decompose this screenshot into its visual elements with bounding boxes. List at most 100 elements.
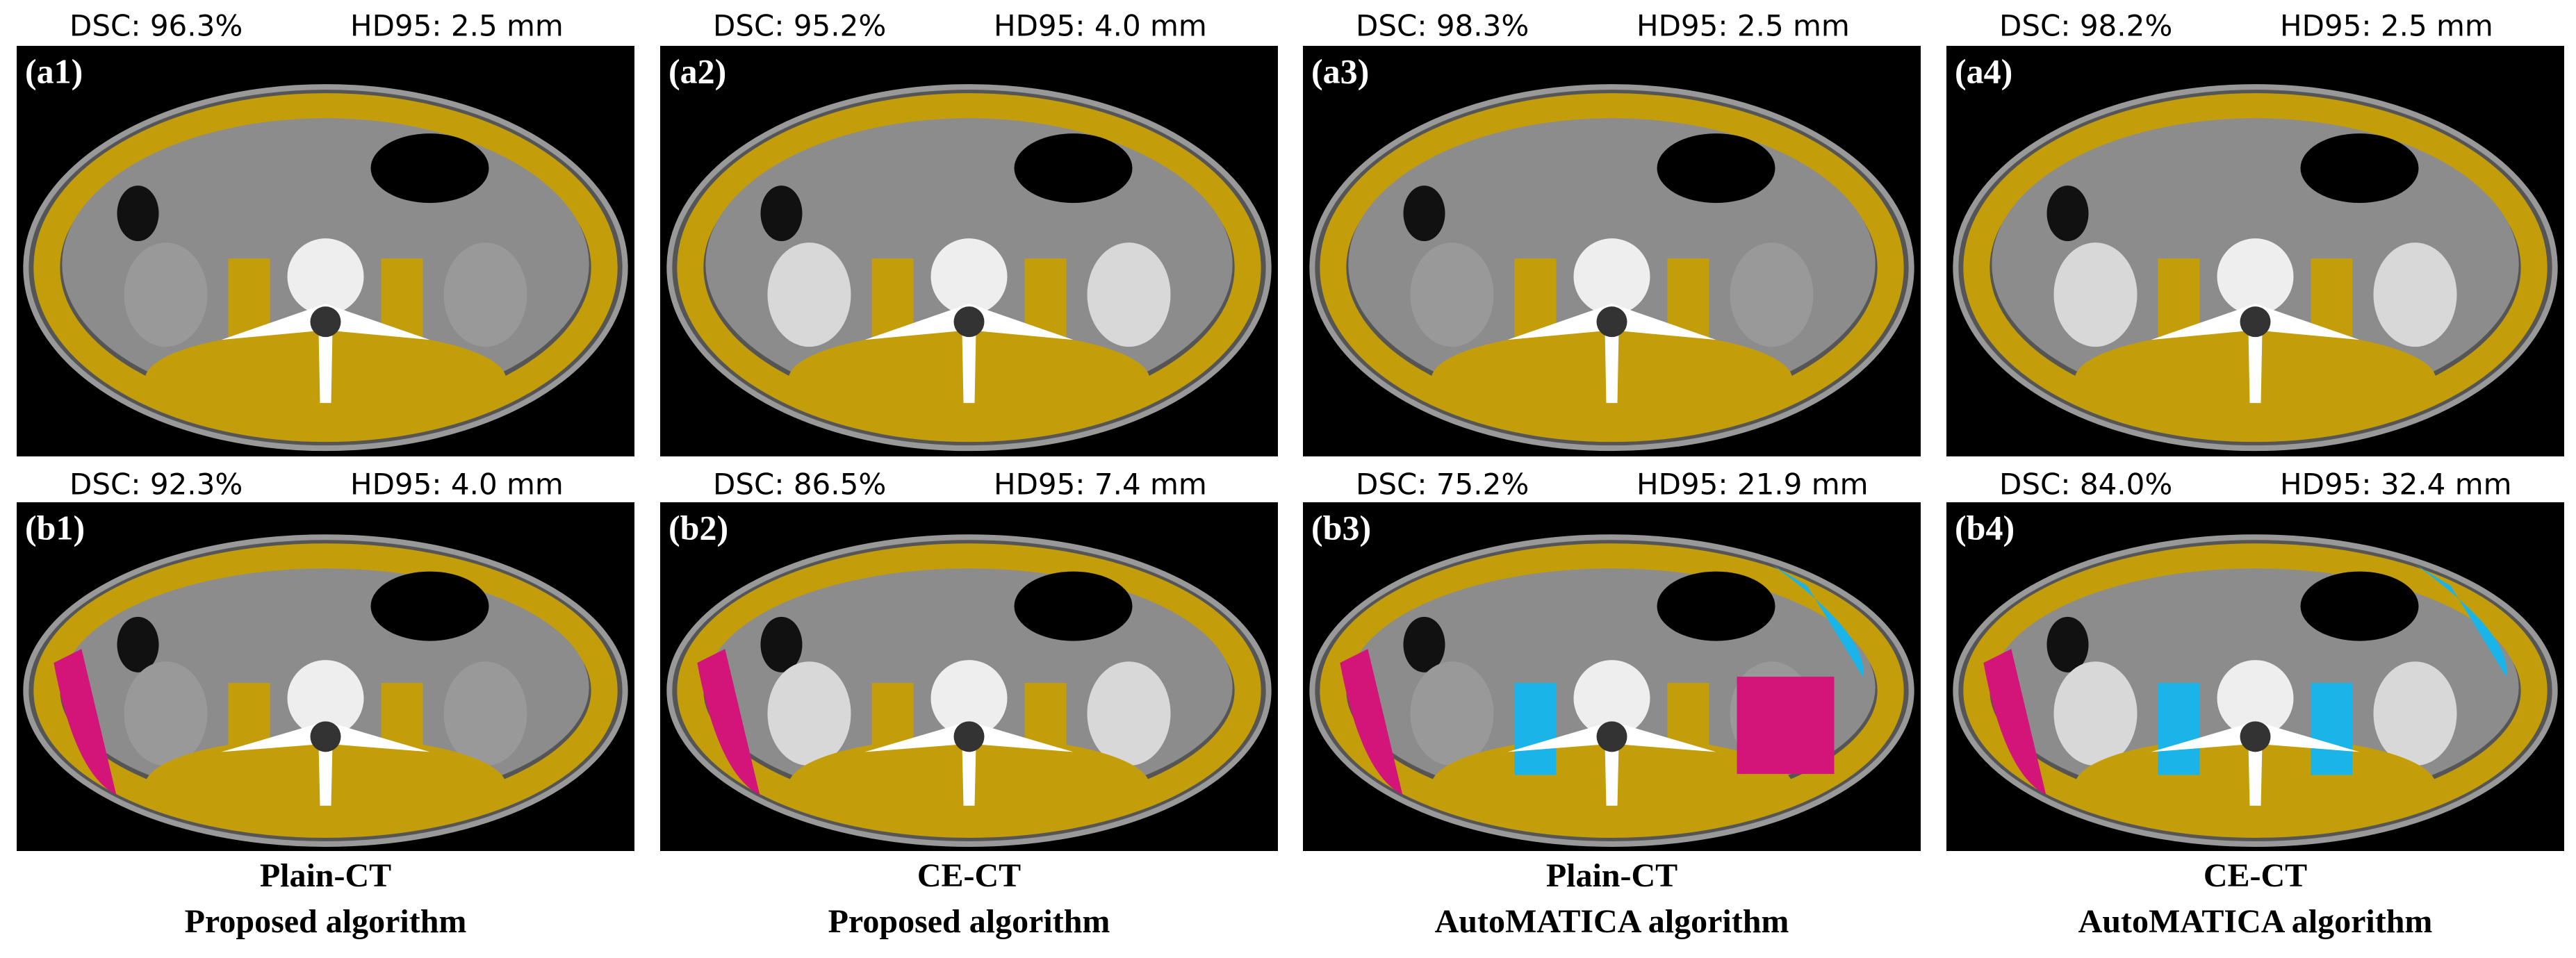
ct-image: (a3)	[1303, 46, 1921, 456]
psoas	[2158, 683, 2200, 775]
ct-image: (a1)	[17, 46, 634, 456]
vertebra-process	[1507, 721, 1716, 806]
error-region	[1983, 649, 2046, 795]
bowel-gas	[1014, 571, 1133, 641]
kidney	[1087, 661, 1171, 766]
vertebra	[1573, 238, 1650, 315]
vertebra-process	[1507, 304, 1716, 404]
kidney	[767, 242, 851, 347]
psoas	[1024, 683, 1067, 775]
vertebra	[287, 238, 364, 315]
psoas	[228, 683, 270, 775]
panel-label: (a1)	[25, 51, 83, 90]
spinal-canal	[1596, 721, 1627, 752]
dsc-score: DSC: 98.3%	[1356, 9, 1529, 43]
panel-label: (b2)	[668, 508, 728, 547]
kidney	[443, 242, 527, 347]
bowel-gas	[370, 133, 489, 204]
vertebra-process	[864, 304, 1074, 404]
dsc-score: DSC: 95.2%	[713, 9, 886, 43]
caption-line: CE-CT	[2204, 857, 2307, 894]
dsc-score: DSC: 96.3%	[69, 9, 243, 43]
muscle-ring	[677, 93, 1261, 443]
hd95-score: HD95: 21.9 mm	[1636, 468, 1869, 502]
bowel-gas	[1403, 185, 1445, 242]
vertebra	[287, 660, 364, 737]
kidney	[2053, 242, 2138, 347]
psoas	[381, 258, 423, 367]
panel-label: (a2)	[668, 51, 726, 90]
vertebra	[2217, 660, 2294, 737]
kidney	[124, 242, 208, 347]
muscle-ring	[1963, 93, 2548, 443]
kidney	[1410, 242, 1494, 347]
caption-line: CE-CT	[917, 857, 1021, 894]
psoas	[1024, 258, 1067, 367]
bowel-gas	[370, 571, 489, 641]
dsc-score: DSC: 86.5%	[713, 468, 886, 502]
vertebra-process	[221, 304, 430, 404]
vertebra-process	[2151, 721, 2360, 806]
spinal-canal	[2240, 306, 2271, 338]
psoas	[381, 683, 423, 775]
caption-line: AutoMATICA algorithm	[1435, 903, 1789, 940]
hd95-score: HD95: 4.0 mm	[350, 468, 564, 502]
bowel-gas	[1014, 133, 1133, 204]
kidney	[124, 661, 208, 766]
hd95-score: HD95: 2.5 mm	[2280, 9, 2493, 43]
spinal-canal	[310, 306, 341, 338]
psoas	[1514, 258, 1557, 367]
hd95-score: HD95: 7.4 mm	[994, 468, 1207, 502]
vertebra	[930, 660, 1008, 737]
bowel-gas	[1657, 133, 1775, 204]
bowel-gas	[1657, 571, 1775, 641]
panel-label: (b1)	[25, 508, 85, 547]
caption-line: Proposed algorithm	[185, 903, 467, 940]
caption-line: Plain-CT	[1546, 857, 1677, 894]
hd95-score: HD95: 2.5 mm	[1636, 9, 1850, 43]
panel-label: (a4)	[1955, 51, 2012, 90]
spinal-canal	[1596, 306, 1627, 338]
psoas	[2158, 258, 2200, 367]
dsc-score: DSC: 75.2%	[1356, 468, 1529, 502]
bowel-gas	[2300, 133, 2419, 204]
vertebra-process	[221, 721, 430, 806]
psoas	[1514, 683, 1557, 775]
psoas	[2311, 258, 2353, 367]
kidney	[2373, 242, 2457, 347]
spinal-canal	[2240, 721, 2271, 752]
psoas	[1667, 258, 1709, 367]
muscle-ring	[1320, 93, 1904, 443]
psoas	[1667, 683, 1709, 775]
hd95-score: HD95: 4.0 mm	[994, 9, 1207, 43]
ct-image: (a2)	[660, 46, 1278, 456]
bowel-gas	[2046, 616, 2089, 672]
kidney	[1730, 242, 1814, 347]
bowel-gas	[760, 616, 803, 672]
hd95-score: HD95: 32.4 mm	[2280, 468, 2512, 502]
kidney	[2373, 661, 2457, 766]
error-region	[54, 649, 117, 795]
bowel-gas	[1403, 616, 1445, 672]
vertebra	[930, 238, 1008, 315]
error-region	[1340, 649, 1403, 795]
psoas	[871, 258, 914, 367]
kidney	[767, 661, 851, 766]
vertebra-process	[2151, 304, 2360, 404]
hd95-score: HD95: 2.5 mm	[350, 9, 564, 43]
dsc-score: DSC: 92.3%	[69, 468, 243, 502]
bowel-gas	[760, 185, 803, 242]
panel-label: (a3)	[1311, 51, 1369, 90]
bowel-gas	[2046, 185, 2089, 242]
error-region	[697, 649, 760, 795]
bowel-gas	[2300, 571, 2419, 641]
psoas	[2311, 683, 2353, 775]
spinal-canal	[953, 721, 985, 752]
panel-label: (b4)	[1955, 508, 2015, 547]
panel-label: (b3)	[1311, 508, 1371, 547]
dsc-score: DSC: 84.0%	[1999, 468, 2172, 502]
psoas	[228, 258, 270, 367]
ct-image: (b3)	[1303, 502, 1921, 851]
caption-line: AutoMATICA algorithm	[2078, 903, 2433, 940]
